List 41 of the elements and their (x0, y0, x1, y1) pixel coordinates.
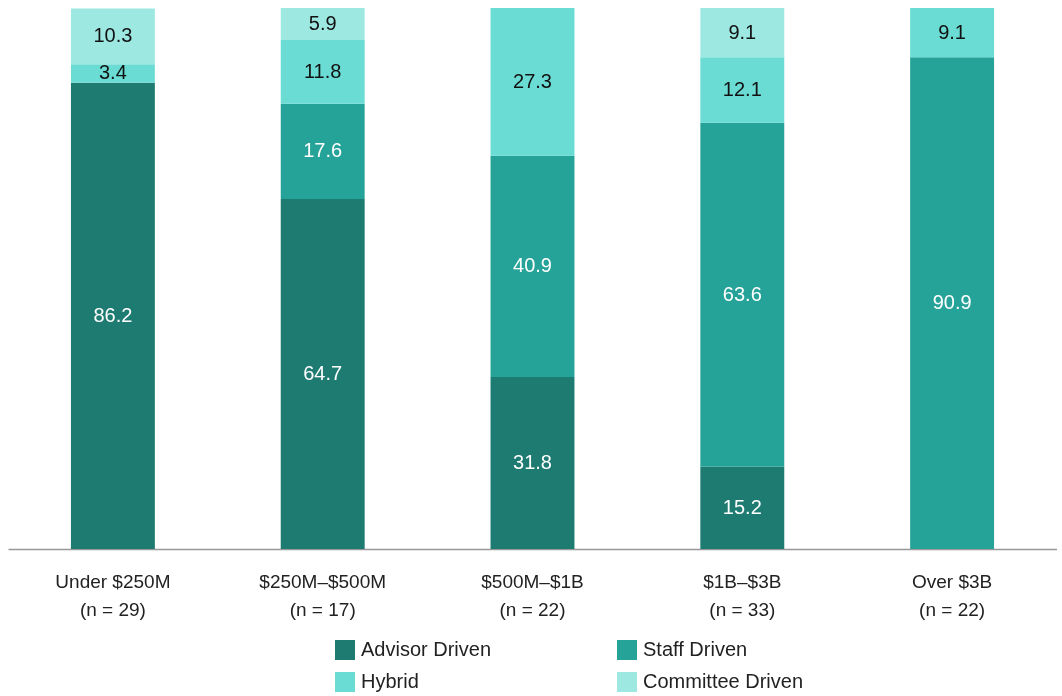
bar (700, 122, 785, 467)
bar (910, 8, 995, 58)
data-label: 17.6 (303, 139, 343, 162)
bar (910, 57, 995, 549)
legend-label: Hybrid (361, 670, 419, 692)
bar (280, 198, 365, 549)
data-label: 64.7 (303, 361, 343, 384)
data-label: 86.2 (93, 303, 133, 326)
data-label: 40.9 (513, 254, 552, 277)
bar (490, 155, 575, 377)
x-tick-label: Over $3B (n = 22) (911, 570, 993, 620)
data-label: 15.2 (722, 495, 762, 518)
data-label: 9.1 (728, 20, 757, 43)
bar (700, 8, 785, 58)
bar (700, 57, 785, 123)
data-label: 63.6 (722, 282, 762, 305)
data-label: 27.3 (513, 69, 552, 92)
legend-label: Advisor Driven (361, 638, 492, 660)
legend-label: Committee Driven (643, 670, 804, 692)
x-tick-label: $500M–$1B (n = 22) (481, 570, 584, 620)
data-label: 10.3 (93, 24, 133, 47)
data-label: 90.9 (932, 291, 972, 314)
data-label: 3.4 (98, 61, 127, 84)
bar (280, 103, 365, 199)
x-tick-label: Under $250M (n = 29) (55, 570, 171, 620)
data-label: 11.8 (303, 59, 342, 82)
bar (280, 39, 365, 104)
data-label: 5.9 (308, 11, 337, 34)
data-label: 9.1 (938, 20, 967, 43)
bar (700, 466, 785, 549)
bar (490, 8, 575, 156)
bar (70, 82, 155, 549)
bar (280, 8, 365, 40)
bar (70, 8, 155, 65)
x-tick-label: $250M–$500M (n = 17) (259, 570, 387, 620)
legend-label: Staff Driven (643, 638, 748, 660)
bar (70, 64, 155, 83)
x-tick-label: $1B–$3B (n = 33) (703, 570, 782, 620)
data-label: 12.1 (722, 77, 762, 100)
data-label: 31.8 (513, 450, 552, 473)
bar (490, 376, 575, 549)
